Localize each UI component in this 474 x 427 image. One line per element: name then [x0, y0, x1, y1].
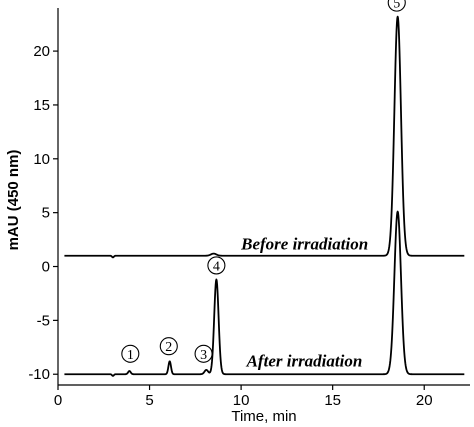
y-tick-label: 0: [42, 259, 50, 276]
x-tick-label: 0: [54, 392, 62, 409]
peak-marker-circle: [387, 0, 406, 12]
peak-marker-label: 3: [200, 348, 207, 363]
peak-marker-1: 1: [121, 344, 140, 363]
y-tick-label: 5: [42, 205, 50, 222]
y-tick-label: 20: [33, 43, 50, 60]
series-line-1: [63, 15, 465, 259]
series-annotation-2: After irradiation: [246, 352, 363, 371]
y-tick-label: -10: [28, 366, 50, 383]
peak-marker-circle: [207, 256, 226, 275]
peak-marker-circle: [194, 344, 213, 363]
peak-marker-circle: [121, 344, 140, 363]
axes: 0 5 10 15 20 -10 -5 0 5 10 15 20: [28, 8, 470, 409]
peak-marker-4: 4: [207, 256, 226, 275]
traces: [63, 15, 465, 377]
peak-marker-5: 5: [387, 0, 406, 12]
x-axis-label: Time, min: [231, 408, 296, 425]
peak-marker-label: 1: [127, 348, 134, 363]
peak-marker-circle: [159, 337, 178, 356]
x-tick-label: 20: [416, 392, 433, 409]
peak-markers: 1 2 3 4 5: [121, 0, 406, 363]
peak-marker-3: 3: [194, 344, 213, 363]
x-tick-label: 10: [233, 392, 250, 409]
annotations: Before irradiation After irradiation: [240, 234, 368, 370]
y-tick-label: -5: [37, 312, 50, 329]
peak-marker-2: 2: [159, 337, 178, 356]
peak-marker-label: 4: [213, 259, 220, 274]
y-tick-label: 15: [33, 97, 50, 114]
x-tick-label: 15: [324, 392, 341, 409]
series-line-2: [63, 210, 465, 377]
series-annotation-1: Before irradiation: [240, 234, 368, 253]
peak-marker-label: 5: [393, 0, 400, 12]
peak-marker-label: 2: [165, 340, 172, 355]
y-axis-label: mAU (450 nm): [5, 150, 22, 251]
x-tick-label: 5: [145, 392, 153, 409]
y-tick-label: 10: [33, 151, 50, 168]
